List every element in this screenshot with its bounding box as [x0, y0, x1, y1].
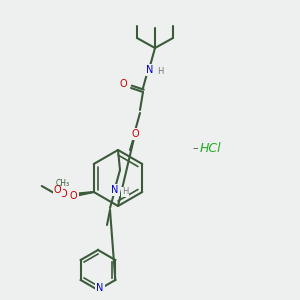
Text: O: O — [70, 191, 78, 201]
Text: N: N — [111, 185, 119, 195]
Text: H: H — [157, 68, 163, 76]
Text: CH₃: CH₃ — [56, 178, 70, 188]
Text: O: O — [54, 185, 62, 195]
Text: H: H — [122, 188, 128, 196]
Text: O: O — [131, 129, 139, 139]
Text: O: O — [119, 79, 127, 89]
Text: –: – — [192, 143, 198, 153]
Text: O: O — [60, 189, 68, 199]
Text: N: N — [96, 283, 104, 293]
Text: N: N — [146, 65, 154, 75]
Text: HCl: HCl — [199, 142, 221, 154]
